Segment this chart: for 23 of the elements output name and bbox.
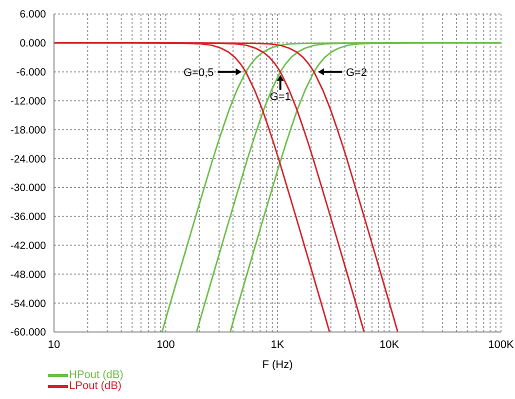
y-tick-label: 0.000	[20, 38, 46, 50]
y-tick-label: -60.000	[10, 326, 46, 339]
legend-label: LPout (dB)	[69, 380, 122, 392]
x-axis-title: F (Hz)	[262, 359, 293, 371]
y-tick-label: -24.000	[10, 153, 46, 166]
annotation: G=0,5	[183, 66, 214, 79]
x-tick-label: 1K	[270, 338, 285, 351]
annotation: G=2	[346, 66, 368, 79]
y-tick-label: -54.000	[10, 298, 46, 310]
y-tick-label: 6.000	[20, 8, 46, 21]
y-tick-label: -30.000	[10, 182, 46, 194]
x-tick-label: 100K	[488, 338, 514, 351]
x-tick-label: 10	[48, 338, 60, 351]
y-tick-label: -42.000	[10, 240, 46, 252]
y-tick-label: -18.000	[10, 124, 46, 136]
x-tick-label: 10K	[379, 338, 400, 351]
legend-label: HPout (dB)	[69, 369, 124, 381]
x-tick-label: 100	[156, 338, 175, 351]
annotation: G=1	[270, 90, 291, 103]
y-tick-label: -36.000	[10, 211, 46, 224]
y-tick-label: -48.000	[10, 268, 46, 281]
y-tick-label: -6.000	[16, 66, 46, 79]
y-tick-label: -12.000	[10, 95, 46, 108]
